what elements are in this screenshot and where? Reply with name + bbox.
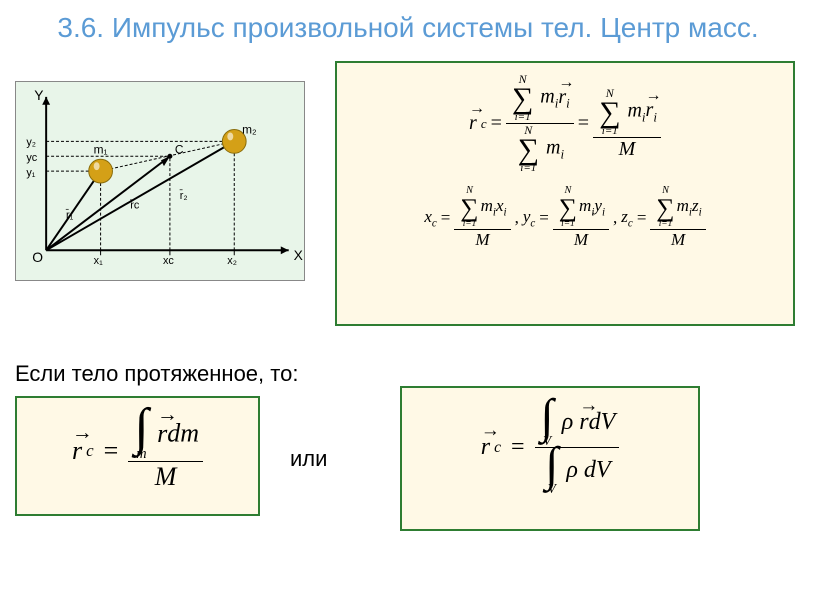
formula-rc-vector: rc = N∑i=1 miri N∑i=1 mi = N∑i=1 miri M <box>347 73 783 174</box>
content-area: X Y O m₁ m₂ <box>0 61 816 591</box>
x-axis-label: X <box>294 248 303 264</box>
formula-box-rc-sum: rc = N∑i=1 miri N∑i=1 mi = N∑i=1 miri M <box>335 61 795 326</box>
y1-tick: y₁ <box>26 167 35 179</box>
origin-label: O <box>32 250 43 266</box>
body-text: Если тело протяженное, то: <box>15 361 298 387</box>
x2-tick: x₂ <box>227 256 237 268</box>
rc-label: r̄c <box>130 199 140 212</box>
connector-text: или <box>290 446 327 472</box>
x1-tick: x₁ <box>94 256 103 268</box>
center-of-mass-diagram: X Y O m₁ m₂ <box>15 81 305 281</box>
formula-xyz-components: xc = N∑i=1mixi M , yc = N∑i=1miyi M , zc… <box>347 186 783 249</box>
xc-tick: xc <box>163 256 174 268</box>
mass1-label: m₁ <box>94 143 108 157</box>
mass2-label: m₂ <box>242 123 257 137</box>
y-axis-label: Y <box>34 87 43 103</box>
center-label: C <box>175 143 184 157</box>
r1-label: r̄₁ <box>65 209 73 222</box>
formula-box-rc-integral-mass: rc = ∫m rdm M <box>15 396 260 516</box>
slide-title: 3.6. Импульс произвольной системы тел. Ц… <box>0 0 816 61</box>
yc-tick: yc <box>26 153 37 165</box>
formula-box-rc-integral-density: rc = ∫V ρ rdV ∫V ρ dV <box>400 386 700 531</box>
r2-label: r̄₂ <box>179 189 188 202</box>
y2-tick: y₂ <box>26 137 36 149</box>
